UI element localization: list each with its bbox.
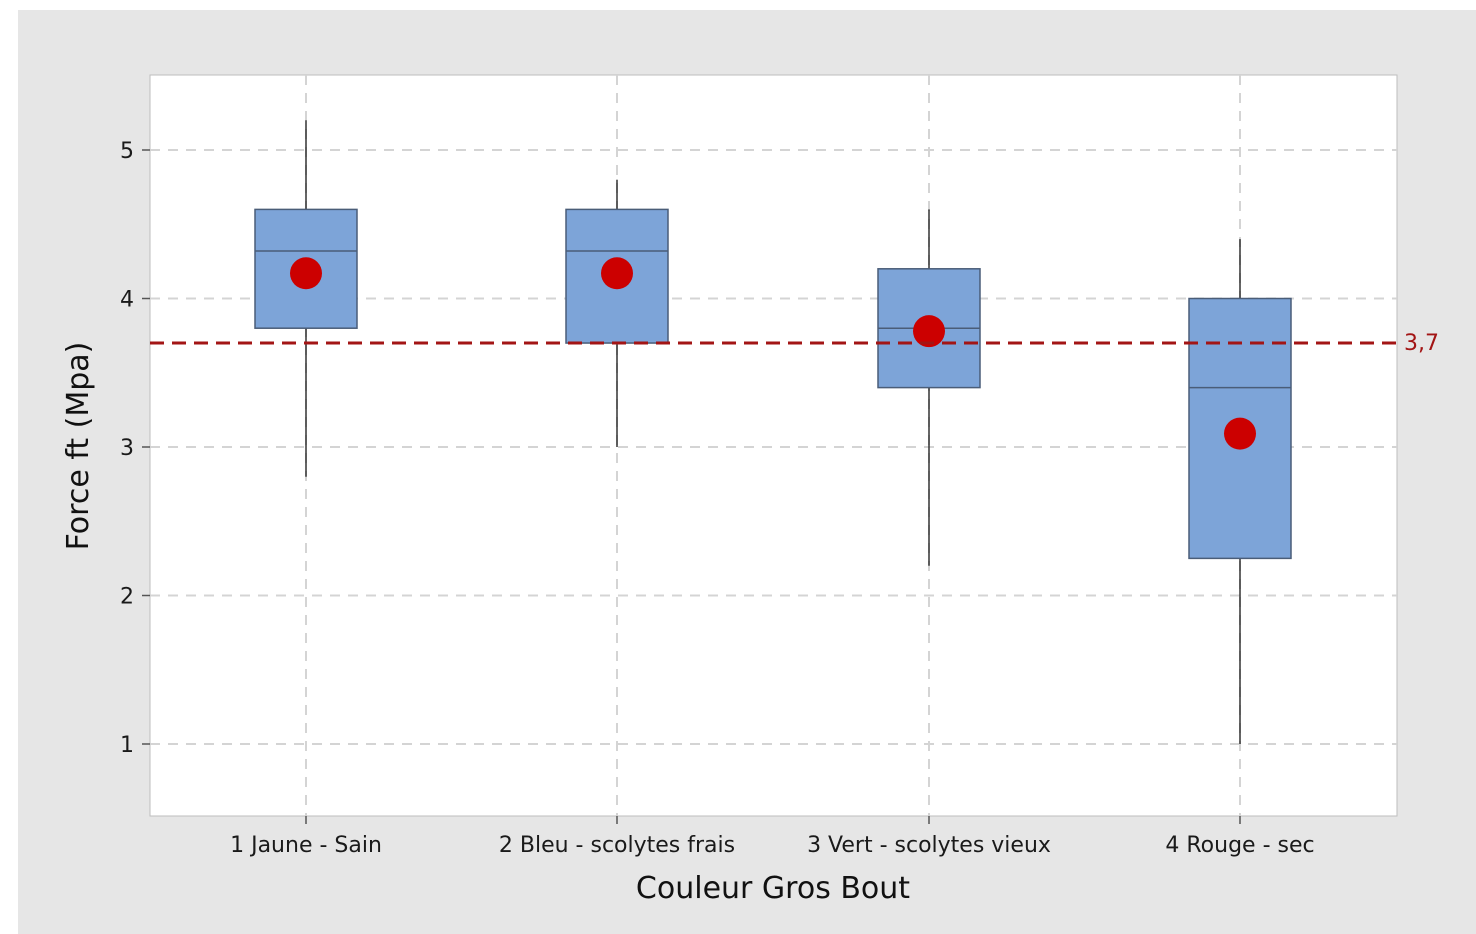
reference-line-group: 3,7 xyxy=(150,331,1439,356)
x-axis-labels: 1 Jaune - Sain 2 Bleu - scolytes frais 3 V… xyxy=(230,816,1315,858)
mean-marker xyxy=(913,315,945,348)
box-group-1 xyxy=(254,120,358,477)
y-tick-label-0: 1 xyxy=(120,733,134,758)
y-tick-label-4: 5 xyxy=(120,139,134,164)
y-tick-label-2: 3 xyxy=(120,436,134,461)
x-category-label-1: 2 Bleu - scolytes frais xyxy=(499,833,735,858)
x-category-label-0: 1 Jaune - Sain xyxy=(230,833,382,858)
y-tick-label-1: 2 xyxy=(120,585,134,610)
mean-marker xyxy=(601,257,633,290)
x-category-label-2: 3 Vert - scolytes vieux xyxy=(807,833,1051,858)
reference-line-label: 3,7 xyxy=(1404,331,1439,356)
x-axis-title: Couleur Gros Bout xyxy=(636,871,910,906)
boxes-group xyxy=(254,120,1292,744)
box-group-2 xyxy=(565,179,669,447)
y-axis-ticks: 1 2 3 4 5 xyxy=(120,139,150,758)
mean-marker xyxy=(290,257,322,290)
mean-marker xyxy=(1224,417,1256,450)
y-tick-label-3: 4 xyxy=(120,288,134,313)
box-group-3 xyxy=(877,209,981,566)
y-axis-title: Force ft (Mpa) xyxy=(61,342,96,551)
x-category-label-3: 4 Rouge - sec xyxy=(1165,833,1314,858)
